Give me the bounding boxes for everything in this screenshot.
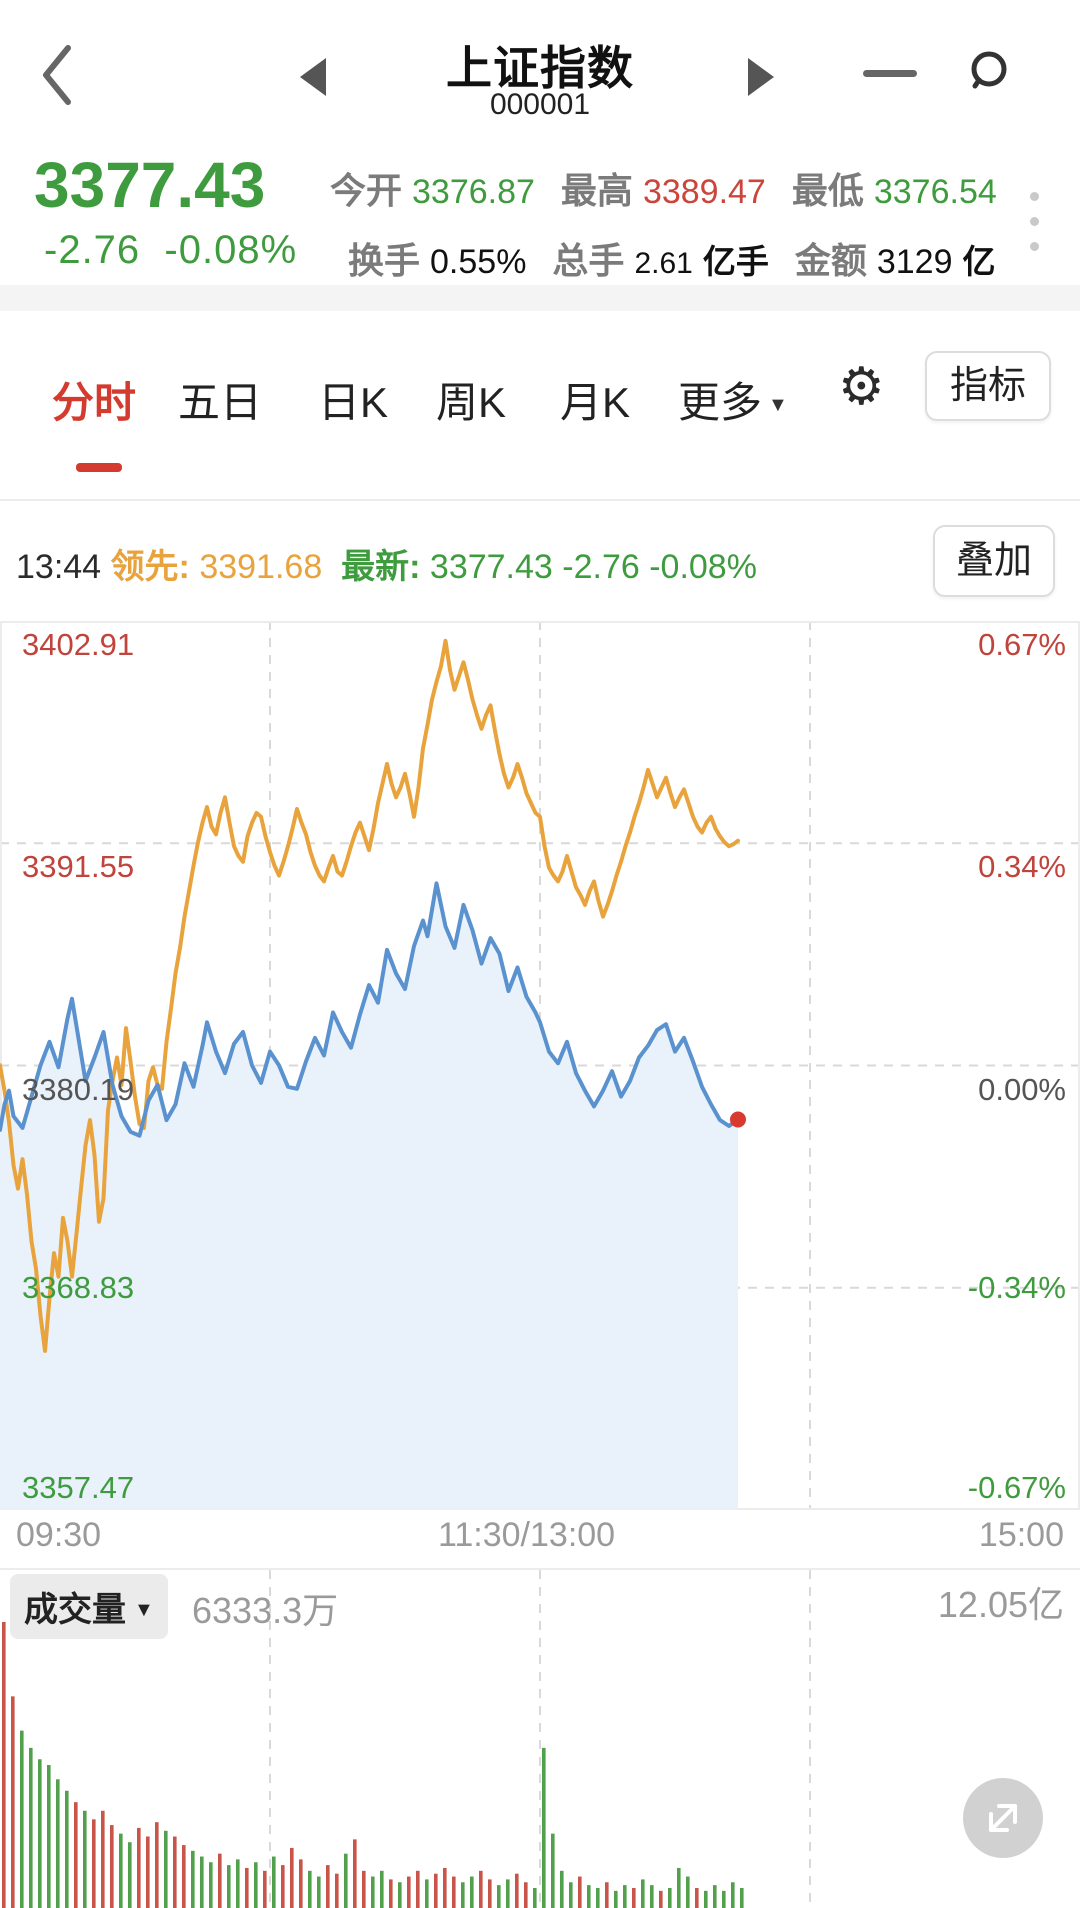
chart-tab-bar: 分时 五日 日K 周K 月K 更多 ▼ ⚙ 指标 (0, 311, 1080, 501)
lead-label: 领先: (110, 548, 190, 586)
page-title: 上证指数 (446, 42, 634, 94)
y-axis-label-left-0: 3402.91 (22, 627, 135, 662)
section-divider (0, 285, 1080, 311)
back-icon[interactable] (38, 42, 78, 108)
x-label-close: 15:00 (978, 1516, 1064, 1554)
stat-turnover: 换手 0.55% (348, 232, 526, 284)
previous-stock-icon[interactable] (300, 58, 326, 96)
volume-header: 成交量 ▼ 6333.3万 12.05亿 (0, 1574, 1080, 1639)
tab-weekly-k[interactable]: 周K (436, 379, 507, 426)
minimize-icon[interactable] (863, 70, 917, 77)
stat-label: 金额 (794, 240, 867, 281)
y-axis-label-right-4: -0.67% (967, 1470, 1066, 1505)
stats-row-2: 换手 0.55% 总手 2.61 亿手 金额 3129 亿 (348, 232, 995, 284)
x-label-open: 09:30 (16, 1516, 102, 1554)
latest-label: 最新: (341, 548, 421, 586)
latest-value: 3377.43 -2.76 -0.08% (429, 548, 757, 586)
y-axis-label-right-0: 0.67% (978, 627, 1066, 662)
stat-open: 今开 3376.87 (330, 162, 535, 214)
y-axis-label-right-2: 0.00% (978, 1071, 1066, 1107)
price-change: -2.76 -0.08% (44, 228, 298, 272)
stat-total-lots: 总手 2.61 亿手 (552, 232, 768, 284)
x-axis-labels: 09:30 11:30/13:00 15:00 (0, 1516, 1080, 1566)
dropdown-arrow-icon: ▼ (768, 394, 788, 416)
volume-scale-max: 12.05亿 (937, 1584, 1064, 1625)
quote-time: 13:44 (16, 548, 102, 586)
expand-arrows-icon (989, 1804, 1017, 1832)
quote-block: 3377.43 -2.76 -0.08% 今开 3376.87 最高 3389.… (0, 140, 1080, 285)
dropdown-arrow-icon: ▼ (134, 1599, 154, 1621)
stat-unit: 亿手 (702, 243, 769, 280)
x-label-noon: 11:30/13:00 (438, 1516, 616, 1554)
tab-daily-k[interactable]: 日K (318, 379, 389, 426)
info-text: 13:44 领先: 3391.68 最新: 3377.43 -2.76 -0.0… (16, 539, 757, 588)
indicator-button[interactable]: 指标 (925, 351, 1051, 421)
stat-value: 2.61 (634, 247, 693, 280)
stat-label: 最高 (560, 170, 633, 211)
stat-value: 3376.87 (412, 173, 535, 211)
tab-minute[interactable]: 分时 (52, 379, 137, 426)
stat-label: 最低 (791, 170, 864, 211)
stat-value: 3376.54 (873, 173, 997, 211)
chart-info-bar: 13:44 领先: 3391.68 最新: 3377.43 -2.76 -0.0… (0, 501, 1080, 621)
tab-more[interactable]: 更多 ▼ (678, 379, 788, 426)
tab-monthly-k[interactable]: 月K (560, 379, 631, 426)
stat-label: 总手 (552, 240, 625, 281)
stats-row-1: 今开 3376.87 最高 3389.47 最低 3376.54 (330, 162, 997, 214)
more-options-icon[interactable] (1030, 192, 1039, 251)
tab-five-day[interactable]: 五日 (178, 379, 263, 426)
stock-code: 000001 (489, 88, 591, 121)
stat-low: 最低 3376.54 (792, 162, 997, 214)
overlay-button[interactable]: 叠加 (933, 525, 1055, 597)
stat-label: 今开 (330, 170, 403, 211)
y-axis-label-left-1: 3391.55 (22, 849, 135, 885)
stat-label: 换手 (348, 240, 421, 281)
y-axis-label-right-3: -0.34% (967, 1269, 1066, 1305)
search-icon[interactable] (968, 48, 1014, 94)
y-axis-label-right-1: 0.34% (978, 849, 1066, 885)
fullscreen-toggle-button[interactable] (963, 1778, 1043, 1858)
stat-amount: 金额 3129 亿 (795, 232, 996, 284)
y-axis-label-left-4: 3357.47 (22, 1470, 135, 1505)
current-price: 3377.43 (34, 149, 266, 221)
header: 上证指数 000001 (0, 0, 1080, 140)
stat-high: 最高 3389.47 (561, 162, 766, 214)
volume-chart[interactable] (0, 1570, 1080, 1908)
divider (0, 1568, 1080, 1570)
volume-selector[interactable]: 成交量 ▼ (10, 1574, 168, 1639)
y-axis-label-left-2: 3380.19 (22, 1071, 135, 1107)
stat-value: 3129 (876, 243, 953, 281)
y-axis-label-left-3: 3368.83 (22, 1269, 135, 1305)
active-tab-underline (76, 463, 122, 472)
stat-value: 0.55% (430, 243, 527, 281)
stat-unit: 亿 (962, 243, 996, 280)
intraday-price-chart[interactable] (0, 621, 1080, 1510)
stat-value: 3389.47 (642, 173, 766, 211)
volume-current-value: 6333.3万 (192, 1590, 339, 1631)
settings-gear-icon[interactable]: ⚙ (838, 357, 885, 417)
lead-value: 3391.68 (199, 548, 323, 586)
next-stock-icon[interactable] (748, 58, 774, 96)
